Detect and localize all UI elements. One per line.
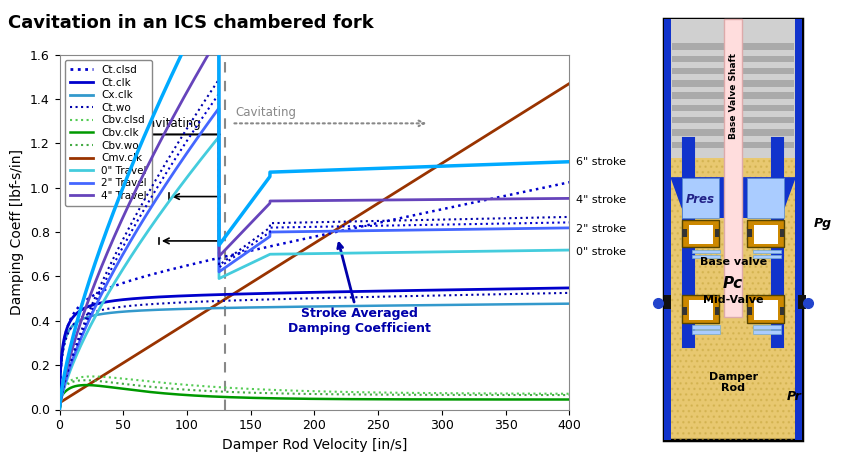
Bar — [683, 206, 784, 217]
Bar — [798, 295, 806, 309]
Text: Base valve: Base valve — [700, 257, 767, 267]
Text: 2" stroke: 2" stroke — [575, 224, 626, 234]
Bar — [683, 295, 719, 323]
Text: 6" stroke: 6" stroke — [575, 157, 626, 167]
Bar — [672, 68, 794, 74]
Text: Pres: Pres — [686, 193, 715, 206]
Bar — [724, 19, 742, 317]
Bar — [692, 330, 720, 334]
Bar — [672, 43, 794, 50]
Bar — [747, 295, 784, 323]
Text: Base Valve Shaft: Base Valve Shaft — [728, 53, 738, 139]
Bar — [672, 80, 794, 86]
Bar — [754, 300, 778, 320]
Bar — [664, 295, 672, 309]
Bar — [752, 330, 781, 334]
Bar — [688, 224, 712, 244]
Text: Pr: Pr — [786, 390, 802, 403]
Bar — [688, 300, 712, 320]
Bar — [795, 19, 802, 440]
Bar — [683, 229, 687, 238]
Bar — [772, 138, 783, 347]
Polygon shape — [672, 178, 795, 207]
Bar — [779, 307, 784, 315]
Bar — [715, 229, 719, 238]
Bar — [692, 325, 720, 329]
Bar — [752, 255, 781, 258]
Bar — [747, 229, 751, 238]
Bar — [683, 220, 719, 248]
Bar — [747, 220, 784, 248]
X-axis label: Damper Rod Velocity [in/s]: Damper Rod Velocity [in/s] — [222, 438, 407, 452]
Bar — [692, 250, 720, 253]
Text: 4" stroke: 4" stroke — [575, 195, 626, 205]
Bar — [672, 142, 794, 148]
Legend: Ct.clsd, Ct.clk, Cx.clk, Ct.wo, Cbv.clsd, Cbv.clk, Cbv.wo, Cmv.clk, 0" Travel, 2: Ct.clsd, Ct.clk, Cx.clk, Ct.wo, Cbv.clsd… — [65, 60, 152, 206]
Bar — [672, 105, 794, 111]
Y-axis label: Damping Coeff [lbf-s/in]: Damping Coeff [lbf-s/in] — [10, 149, 24, 315]
Bar — [754, 224, 778, 244]
Bar — [672, 56, 794, 62]
Text: 0" stroke: 0" stroke — [575, 247, 626, 257]
Bar — [692, 255, 720, 258]
Bar — [747, 178, 784, 217]
Bar — [664, 19, 802, 440]
Bar — [747, 307, 751, 315]
Bar — [752, 325, 781, 329]
Bar — [664, 19, 672, 440]
Text: Cavitation in an ICS chambered fork: Cavitation in an ICS chambered fork — [8, 14, 374, 32]
Text: Pg: Pg — [813, 217, 831, 230]
Text: Non-Cavitating: Non-Cavitating — [113, 117, 201, 130]
Text: Damper
Rod: Damper Rod — [709, 372, 757, 393]
Bar — [672, 19, 795, 158]
Bar — [672, 92, 794, 99]
Bar — [683, 178, 719, 217]
Bar — [672, 117, 794, 123]
Text: Mid-Valve: Mid-Valve — [703, 295, 763, 305]
Bar — [779, 229, 784, 238]
Bar — [715, 307, 719, 315]
Text: Pc: Pc — [723, 276, 743, 291]
Bar — [683, 138, 694, 347]
Bar — [664, 19, 802, 440]
Bar — [672, 129, 794, 136]
Text: Stroke Averaged
Damping Coefficient: Stroke Averaged Damping Coefficient — [287, 243, 431, 335]
Text: Cavitating: Cavitating — [235, 106, 297, 119]
Bar — [683, 307, 687, 315]
Bar — [752, 250, 781, 253]
